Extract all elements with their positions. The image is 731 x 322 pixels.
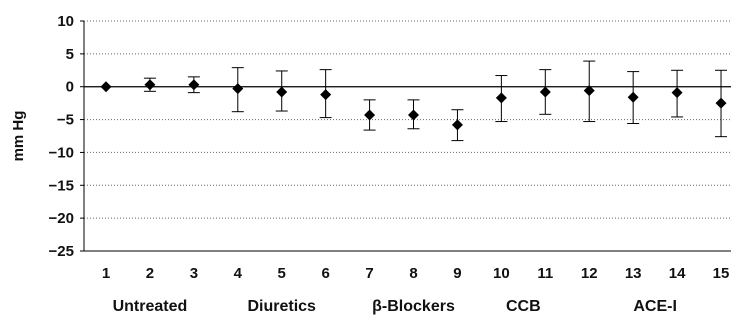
data-point-diamond — [320, 89, 332, 101]
x-tick-label: 10 — [493, 265, 510, 282]
data-point-diamond — [671, 87, 683, 99]
axis-layer — [80, 20, 731, 252]
y-tick-label: −10 — [49, 144, 74, 161]
data-point-diamond — [276, 86, 288, 98]
y-tick-label: −5 — [57, 112, 74, 129]
group-label: CCB — [506, 298, 541, 315]
grid-layer — [84, 20, 731, 219]
y-tick-label: 10 — [57, 13, 74, 30]
data-point-diamond — [188, 79, 200, 91]
group-label: Diuretics — [247, 298, 316, 315]
group-label: Untreated — [113, 298, 188, 315]
y-tick-label: −15 — [49, 177, 74, 194]
data-point-diamond — [627, 91, 639, 103]
y-tick-label: −20 — [49, 210, 74, 227]
group-label: ACE-I — [633, 298, 677, 315]
y-tick-label: 5 — [66, 46, 74, 63]
x-tick-label: 7 — [365, 265, 373, 282]
data-point-diamond — [408, 109, 420, 121]
x-tick-label: 2 — [146, 265, 154, 282]
data-point-diamond — [232, 83, 244, 95]
data-point-diamond — [715, 97, 727, 109]
data-point-diamond — [495, 92, 507, 104]
x-tick-label: 8 — [409, 265, 417, 282]
x-tick-label: 12 — [581, 265, 598, 282]
x-tick-label: 1 — [102, 265, 110, 282]
x-tick-label: 3 — [190, 265, 198, 282]
x-tick-label: 4 — [234, 265, 243, 282]
y-axis-title: mm Hg — [10, 111, 27, 162]
x-tick-label: 13 — [625, 265, 642, 282]
group-label: β-Blockers — [372, 298, 455, 315]
data-point-diamond — [539, 86, 551, 98]
x-tick-label: 6 — [321, 265, 329, 282]
data-point-diamond — [100, 81, 112, 93]
data-point-diamond — [144, 79, 156, 91]
data-point-diamond — [364, 109, 376, 121]
x-tick-label: 14 — [669, 265, 686, 282]
data-point-diamond — [451, 119, 463, 131]
x-tick-label: 9 — [453, 265, 461, 282]
mark-layer — [100, 60, 728, 142]
data-point-diamond — [583, 85, 595, 97]
x-tick-label: 5 — [278, 265, 286, 282]
y-tick-label: 0 — [66, 79, 74, 96]
x-tick-label: 11 — [537, 265, 553, 282]
x-tick-label: 15 — [713, 265, 730, 282]
y-tick-label: −25 — [49, 243, 74, 260]
